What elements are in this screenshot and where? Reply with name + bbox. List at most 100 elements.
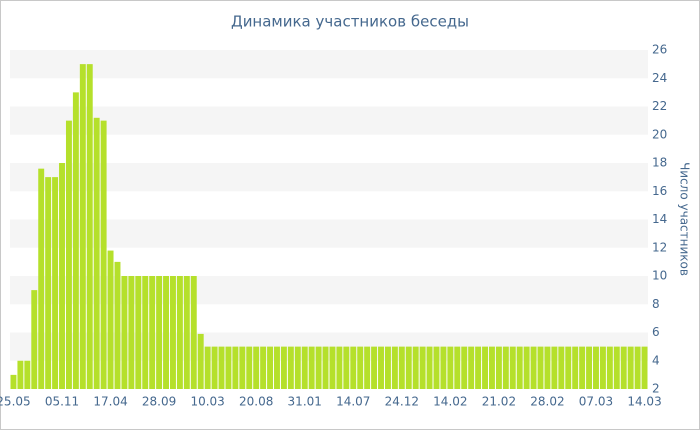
bar <box>391 346 398 389</box>
bar <box>357 346 364 389</box>
grid-band <box>10 219 648 248</box>
bar <box>225 346 232 389</box>
bar <box>627 346 634 389</box>
bar <box>24 360 31 389</box>
bar <box>641 346 648 389</box>
bar <box>537 346 544 389</box>
bar <box>190 276 197 389</box>
bar <box>606 346 613 389</box>
y-tick-label: 2 <box>652 382 660 396</box>
y-tick-label: 8 <box>652 297 660 311</box>
bar <box>419 346 426 389</box>
x-tick-label: 28.09 <box>142 395 176 409</box>
y-tick-label: 4 <box>652 353 660 367</box>
bar <box>350 346 357 389</box>
bar <box>558 346 565 389</box>
bar <box>280 346 287 389</box>
x-tick-label: 25.05 <box>0 395 31 409</box>
y-tick-label: 18 <box>652 156 667 170</box>
y-tick-label: 16 <box>652 184 667 198</box>
bar <box>163 276 169 389</box>
y-tick-label: 14 <box>652 212 667 226</box>
bar <box>593 346 599 389</box>
y-axis-label: Число участников <box>678 162 692 276</box>
bar <box>613 346 620 389</box>
x-tick-label: 14.02 <box>433 395 467 409</box>
bar <box>634 346 641 389</box>
bar <box>336 346 343 389</box>
bar <box>45 177 52 389</box>
bar <box>461 346 468 389</box>
x-tick-label: 28.02 <box>530 395 564 409</box>
bar <box>454 346 461 389</box>
x-tick-label: 20.08 <box>239 395 273 409</box>
bar <box>38 168 45 389</box>
y-tick-label: 10 <box>652 269 667 283</box>
bar <box>31 290 38 389</box>
bar <box>59 163 65 389</box>
bar <box>72 92 79 389</box>
bar <box>232 346 239 389</box>
bar <box>482 346 488 389</box>
bar <box>107 250 114 389</box>
bar <box>405 346 412 389</box>
x-tick-label: 10.03 <box>190 395 224 409</box>
bar <box>121 276 128 389</box>
y-tick-label: 12 <box>652 240 667 254</box>
bar <box>156 276 163 389</box>
bar <box>523 346 530 389</box>
bar <box>343 346 350 389</box>
grid-band <box>10 106 648 135</box>
bar <box>586 346 593 389</box>
bar <box>398 346 405 389</box>
bar <box>65 120 72 389</box>
y-tick-label: 26 <box>652 43 667 57</box>
bar <box>489 346 495 389</box>
bar <box>86 64 93 389</box>
bar <box>447 346 454 389</box>
bar <box>384 346 391 389</box>
bar <box>142 276 149 389</box>
bar <box>468 346 475 389</box>
bar <box>308 346 315 389</box>
bar <box>440 346 447 389</box>
bar <box>509 346 516 389</box>
bar <box>599 346 606 389</box>
x-tick-label: 07.03 <box>579 395 613 409</box>
x-tick-label: 21.02 <box>482 395 516 409</box>
bar <box>329 346 336 389</box>
bar <box>267 346 274 389</box>
bar <box>183 276 190 389</box>
bar <box>287 346 294 389</box>
bar <box>93 117 100 390</box>
bar <box>322 346 329 389</box>
bar <box>301 346 308 389</box>
bar <box>294 346 301 389</box>
bar <box>260 346 267 389</box>
bar <box>149 276 156 389</box>
bar <box>315 346 322 389</box>
y-tick-label: 20 <box>652 127 667 141</box>
bar <box>128 276 135 389</box>
bar <box>433 346 440 389</box>
bar <box>176 276 183 389</box>
bar <box>239 346 246 389</box>
bar <box>544 346 551 389</box>
grid-band <box>10 50 648 79</box>
bar <box>211 346 218 389</box>
x-tick-label: 14.03 <box>627 395 661 409</box>
bar <box>204 346 211 389</box>
bar <box>274 346 280 389</box>
bar <box>246 346 253 389</box>
chart-title: Динамика участников беседы <box>231 13 469 31</box>
bar <box>412 346 419 389</box>
bar <box>170 276 176 389</box>
bar <box>371 346 378 389</box>
x-tick-label: 05.11 <box>45 395 79 409</box>
bar <box>530 346 537 389</box>
bar <box>10 374 17 389</box>
bar <box>565 346 572 389</box>
bar <box>551 346 558 389</box>
bar <box>516 346 523 389</box>
